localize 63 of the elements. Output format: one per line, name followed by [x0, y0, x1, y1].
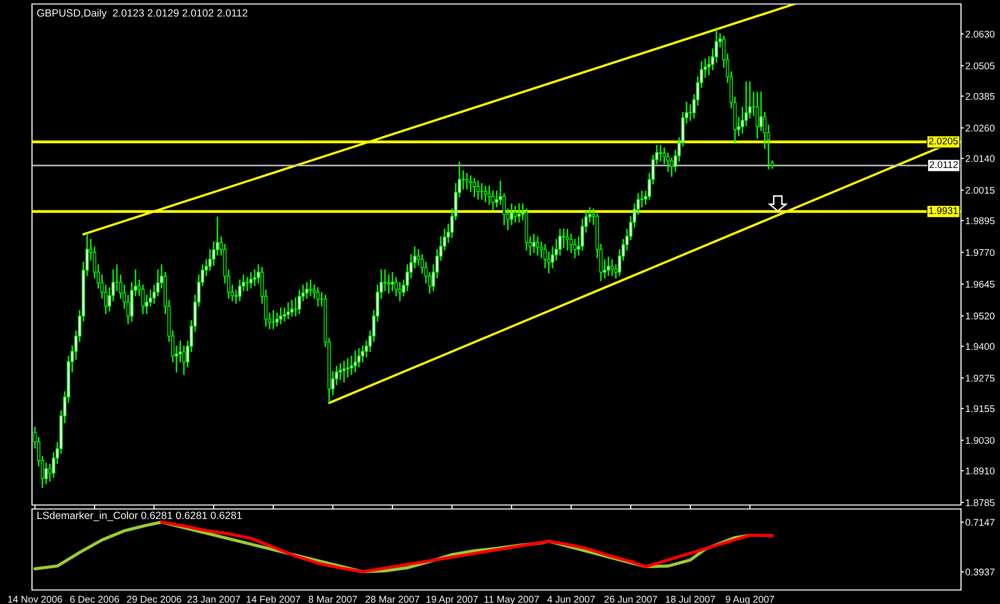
candlestick — [354, 350, 357, 372]
y-tick-label: 0.3937 — [966, 568, 994, 576]
candlestick — [514, 206, 517, 223]
candlestick — [465, 172, 469, 190]
candlestick — [342, 360, 346, 383]
candlestick — [316, 287, 320, 306]
candlestick — [610, 259, 614, 276]
y-tick-label: 1.9155 — [966, 405, 994, 412]
x-tick-label: 6 Dec 2006 — [70, 596, 119, 603]
candlestick — [305, 282, 308, 299]
y-tick-label: 1.9520 — [966, 312, 995, 320]
candlestick — [246, 277, 249, 292]
candlestick — [476, 180, 480, 200]
ref-line-label: 2.0205 — [928, 138, 958, 144]
y-tick-label: 1.9275 — [966, 374, 994, 382]
y-tick-label: 1.9895 — [966, 217, 994, 224]
candlestick — [472, 178, 476, 198]
x-tick-label: 14 Nov 2006 — [8, 596, 62, 603]
x-tick-label: 28 Mar 2007 — [366, 596, 420, 603]
y-tick-label: 2.0140 — [966, 155, 995, 162]
y-tick-label: 1.9645 — [966, 280, 994, 288]
chart-title: LSdemarker_in_Color 0.6281 0.6281 0.6281 — [38, 511, 242, 522]
line-series — [160, 520, 774, 574]
candlestick — [658, 144, 662, 162]
x-tick-label: 26 Jun 2007 — [604, 596, 658, 603]
candlestick — [606, 256, 610, 276]
y-tick-label: 2.0385 — [966, 92, 994, 100]
candlestick — [484, 186, 488, 202]
candlestick — [44, 462, 48, 484]
y-tick-label: 2.0630 — [966, 30, 995, 38]
candlestick — [286, 302, 290, 320]
candlestick — [480, 183, 484, 200]
candlestick — [536, 236, 540, 256]
y-tick-label: 1.8785 — [966, 499, 994, 506]
x-tick-label: 8 Mar 2007 — [308, 596, 357, 603]
x-tick-label: 23 Jan 2007 — [187, 596, 240, 603]
x-tick-label: 29 Dec 2006 — [127, 596, 182, 603]
y-tick-label: 2.0015 — [966, 186, 994, 194]
candlestick — [294, 297, 298, 317]
x-tick-label: 4 Jun 2007 — [547, 596, 595, 603]
y-tick-label: 2.0505 — [966, 62, 994, 70]
candlestick — [272, 310, 275, 330]
chart-title: GBPUSD,Daily 2.0123 2.0129 2.0102 2.0112 — [37, 9, 248, 19]
candlestick — [566, 228, 570, 250]
y-tick-label: 1.9030 — [966, 436, 995, 444]
x-tick-label: 18 Jul 2007 — [666, 596, 715, 603]
candlestick — [462, 170, 465, 190]
ref-line-label: 2.0112 — [930, 161, 958, 168]
candlestick — [562, 228, 566, 248]
candlestick — [759, 92, 763, 132]
candlestick — [390, 272, 394, 292]
y-tick-label: 1.9770 — [966, 249, 995, 256]
ref-line-label: 1.9931 — [929, 207, 958, 214]
candlestick — [290, 300, 294, 317]
candlestick — [308, 280, 312, 296]
y-tick-label: 2.0260 — [966, 124, 995, 132]
candlestick — [279, 308, 282, 324]
candlestick — [532, 234, 536, 254]
candlestick — [756, 92, 759, 139]
y-tick-label: 0.7147 — [966, 518, 994, 526]
x-tick-label: 14 Feb 2007 — [246, 596, 300, 603]
y-tick-label: 1.8910 — [966, 467, 995, 474]
y-tick-label: 1.9400 — [966, 343, 995, 350]
